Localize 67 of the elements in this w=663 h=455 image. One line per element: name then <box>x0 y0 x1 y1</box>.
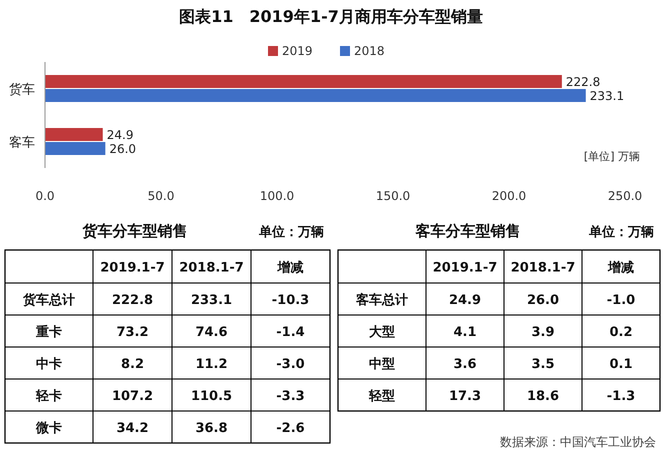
category-label: 货车总计 <box>22 292 75 308</box>
bar <box>45 75 562 88</box>
data-label: 3.6 <box>453 357 477 372</box>
text: 单位：万辆 <box>258 224 324 240</box>
data-label: 222.8 <box>566 75 600 89</box>
data-label: 74.6 <box>195 325 228 340</box>
data-label: 36.8 <box>195 421 228 436</box>
data-label: -1.0 <box>606 293 636 308</box>
source-note: 数据来源：中国汽车工业协会 <box>500 435 656 449</box>
x-tick-label: 0.0 <box>35 189 55 203</box>
data-label: -10.3 <box>272 293 310 308</box>
category-label: 微卡 <box>35 421 62 436</box>
data-label: -2.6 <box>276 421 305 436</box>
text: 单位：万辆 <box>588 224 654 240</box>
data-label: -3.3 <box>276 389 305 404</box>
annotation: [单位] 万辆 <box>584 150 640 163</box>
data-label: 222.8 <box>112 293 154 308</box>
data-label: 233.1 <box>190 293 232 308</box>
x-tick-label: 100.0 <box>260 189 294 203</box>
x-tick-label: 250.0 <box>608 189 642 203</box>
text: 2019.1-7 <box>100 260 165 276</box>
category-label: 大型 <box>369 325 395 340</box>
bar <box>45 89 586 102</box>
text: 货车分车型销售 <box>82 222 188 240</box>
data-label: 24.9 <box>448 293 482 308</box>
text: 2019.1-7 <box>432 260 498 276</box>
data-label: 18.6 <box>526 389 560 404</box>
data-label: 17.3 <box>448 389 482 404</box>
data-label: 110.5 <box>190 389 232 404</box>
data-label: 4.1 <box>453 325 477 340</box>
category-label: 轻卡 <box>35 389 62 404</box>
y-tick-label: 客车 <box>9 134 35 150</box>
data-label: 3.5 <box>531 357 555 372</box>
bar <box>45 128 103 141</box>
y-tick-label: 货车 <box>9 82 35 98</box>
data-label: 24.9 <box>106 128 134 142</box>
text: 客车分车型销售 <box>414 222 520 240</box>
category-label: 中卡 <box>36 357 62 372</box>
bar <box>45 142 106 155</box>
data-label: 34.2 <box>116 421 149 436</box>
legend-label: 2019 <box>282 44 313 58</box>
data-label: 11.2 <box>195 357 228 372</box>
legend-label: 2018 <box>354 44 385 58</box>
data-label: 3.9 <box>531 325 555 340</box>
chart-title: 图表11 2019年1-7月商用车分车型销量 <box>179 7 483 26</box>
category-label: 轻型 <box>368 389 395 404</box>
text: 增减 <box>607 260 634 276</box>
data-label: 233.1 <box>590 89 624 103</box>
data-label: 0.1 <box>609 357 633 372</box>
x-tick-label: 150.0 <box>376 189 410 203</box>
text: 2018.1-7 <box>179 260 244 276</box>
data-label: -3.0 <box>276 357 305 372</box>
text: 增减 <box>276 260 304 276</box>
text: 2018.1-7 <box>510 260 576 276</box>
data-label: 73.2 <box>116 325 149 340</box>
data-label: 0.2 <box>609 325 633 340</box>
data-label: -1.3 <box>606 389 636 404</box>
category-label: 客车总计 <box>355 292 408 308</box>
data-label: -1.4 <box>276 325 305 340</box>
x-tick-label: 50.0 <box>148 189 174 203</box>
data-label: 26.0 <box>526 293 560 308</box>
data-label: 26.0 <box>109 142 136 156</box>
category-label: 中型 <box>369 357 395 372</box>
category-label: 重卡 <box>35 324 62 340</box>
data-label: 107.2 <box>112 389 154 404</box>
x-tick-label: 200.0 <box>492 189 526 203</box>
data-label: 8.2 <box>120 357 144 372</box>
